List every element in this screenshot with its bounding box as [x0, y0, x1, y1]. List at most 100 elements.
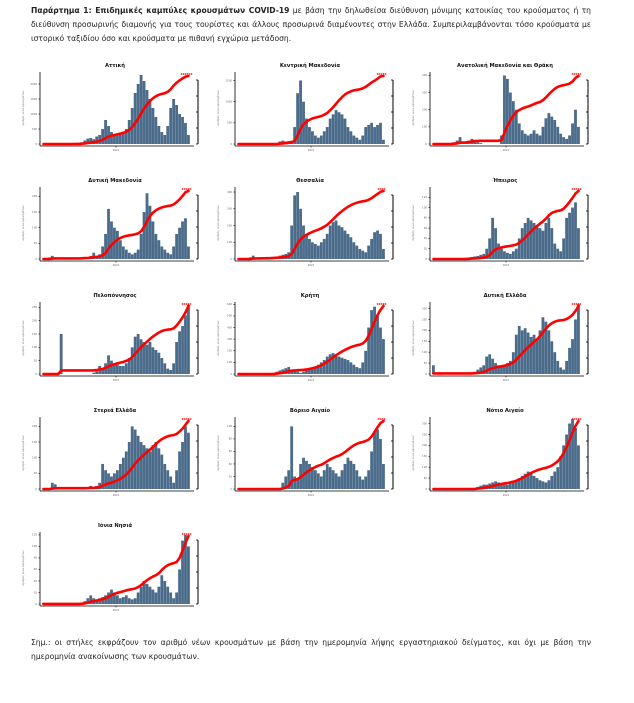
bar	[118, 598, 122, 604]
bar	[337, 476, 341, 489]
y-tick-label: 250	[422, 317, 427, 321]
bar	[550, 341, 554, 374]
bar	[118, 366, 122, 374]
bar	[145, 90, 149, 144]
bar	[184, 218, 187, 259]
bar	[340, 227, 344, 259]
chart-title: Κεντρική Μακεδονία	[279, 63, 341, 69]
bar	[308, 127, 311, 144]
bar	[293, 127, 297, 144]
intro-paragraph: Παράρτημα 1: Επιδημικές καμπύλες κρουσμά…	[31, 4, 591, 46]
x-tick-label: 2021	[113, 263, 120, 267]
chart-panel: Δυτική Ελλάδα Αριθμός νέων κρουσμάτων 0 50 1…	[410, 290, 600, 390]
bar	[175, 470, 179, 489]
bar	[139, 233, 143, 259]
bar	[118, 240, 122, 259]
y-tick-label: 100	[32, 455, 37, 459]
bar	[523, 223, 527, 259]
bar	[130, 347, 134, 374]
bar	[364, 127, 368, 144]
y-tick-label: 40	[34, 579, 38, 583]
bar	[154, 442, 158, 489]
y-tick-label: 200	[422, 108, 427, 112]
chart-title: Ήπειρος	[492, 178, 518, 184]
bar	[116, 364, 119, 374]
y-axis-label: Αριθμός νέων κρουσμάτων	[216, 90, 220, 126]
bar	[520, 475, 524, 489]
bar	[514, 248, 518, 259]
x-tick-label: 2021	[308, 493, 315, 497]
intro-text: με βάση την δηλωθείσα διεύθυνση μόνιμης …	[31, 6, 591, 43]
bar	[86, 598, 90, 604]
chart-panel: Πελοπόννησος Αριθμός νέων κρουσμάτων 0 50 10…	[20, 290, 210, 390]
bar	[313, 367, 317, 374]
bar	[187, 135, 190, 144]
y-tick-label: 100	[227, 240, 232, 244]
bar	[568, 212, 571, 259]
bar	[514, 480, 518, 489]
bar	[562, 369, 566, 374]
y-tick-label: 2000	[30, 82, 37, 86]
bar	[340, 114, 344, 144]
bar	[541, 126, 545, 144]
y-tick-label: 150	[32, 210, 37, 214]
chart-panel: Ανατολική Μακεδονία και Θράκη Αριθμός νέω…	[410, 60, 600, 160]
y-axis-label: Αριθμός νέων κρουσμάτων	[411, 435, 415, 471]
bar	[544, 118, 548, 144]
bar	[352, 364, 356, 374]
chart-svg: Αριθμός νέων κρουσμάτων 0 20 40 60 80 100 XXXX 2…	[216, 417, 394, 497]
bar	[568, 135, 571, 144]
bar	[334, 110, 338, 144]
y-axis-label: Αριθμός νέων κρουσμάτων	[216, 320, 220, 356]
cumulative-end-label: XXXXX	[182, 187, 192, 191]
chart-panel: Δυτική Μακεδονία Αριθμός νέων κρουσμάτων 0…	[20, 175, 210, 275]
bar	[130, 254, 134, 259]
bar	[151, 445, 155, 489]
chart-title: Θεσσαλία	[296, 178, 324, 184]
bar	[328, 118, 332, 144]
bar	[284, 476, 288, 489]
bar	[113, 592, 116, 604]
bar	[334, 355, 338, 374]
y-tick-label: 80	[34, 556, 38, 560]
bar	[305, 233, 308, 259]
bar	[488, 238, 492, 259]
x-tick-label: 2021	[308, 378, 315, 382]
bar	[544, 223, 548, 259]
footnote: Σημ.: οι στήλες εκφράζουν τον αριθμό νέω…	[31, 638, 591, 661]
cumulative-end-label: XXXXX	[572, 302, 582, 306]
bar	[172, 482, 176, 489]
cumulative-end-label: XXXXX	[182, 532, 192, 536]
bar	[517, 238, 521, 259]
y-tick-label: 0	[230, 487, 232, 491]
bar	[343, 463, 347, 489]
cumulative-line	[432, 304, 580, 375]
bar	[184, 534, 187, 604]
bar	[148, 99, 152, 144]
bar	[517, 326, 521, 374]
bar	[142, 445, 146, 489]
bar	[187, 546, 190, 604]
bar	[136, 435, 140, 489]
bar	[163, 249, 167, 259]
y-tick-label: 60	[229, 449, 233, 453]
bar	[485, 248, 489, 259]
bar	[526, 332, 530, 374]
bar	[181, 326, 184, 374]
y-tick-label: 300	[227, 337, 232, 341]
cumulative-end-label: XXXX	[378, 187, 386, 191]
bar	[358, 476, 362, 489]
bar	[577, 445, 580, 489]
bar	[568, 347, 571, 374]
y-tick-label: 0	[35, 257, 37, 261]
bar	[367, 470, 371, 489]
chart-svg: Αριθμός νέων κρουσμάτων 0 500 1000 1500 XXXXX…	[216, 72, 394, 152]
chart-title: Βόρειο Αιγαίο	[289, 408, 331, 414]
bar	[497, 243, 500, 259]
bar	[308, 369, 311, 374]
bar	[107, 208, 110, 259]
y-tick-label: 20	[229, 474, 233, 478]
bar	[296, 93, 300, 144]
bar	[508, 253, 512, 259]
bar	[302, 371, 305, 374]
